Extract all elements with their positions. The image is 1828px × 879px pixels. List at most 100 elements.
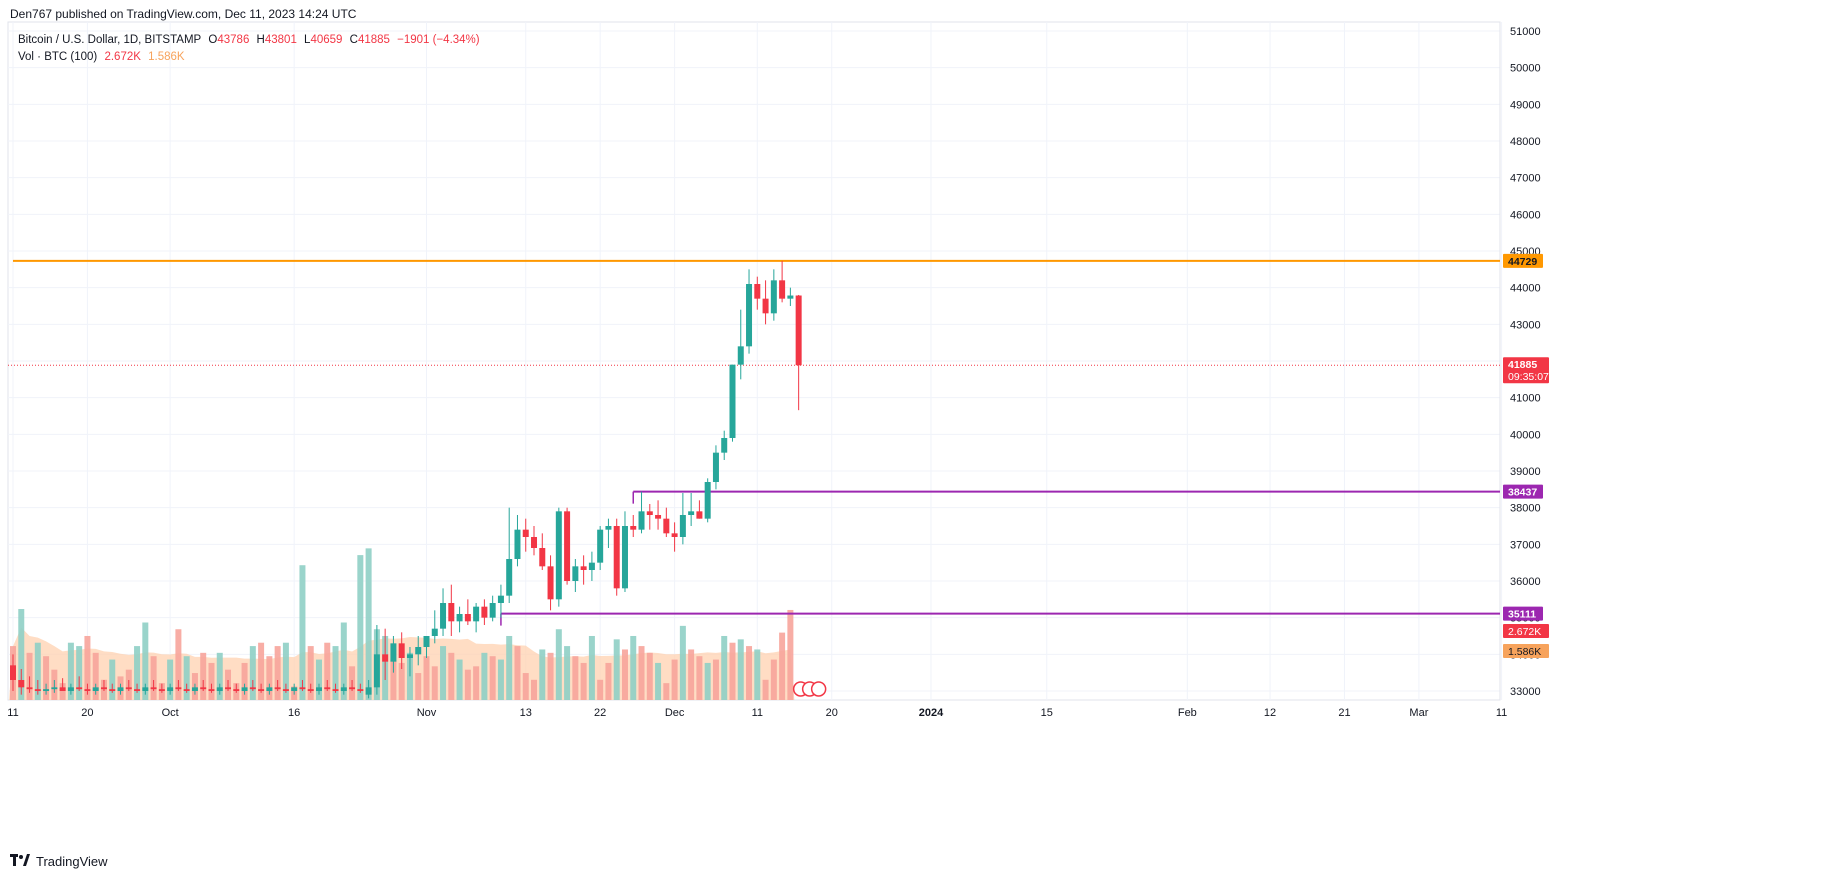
- volume-bar[interactable]: [506, 635, 513, 700]
- volume-bar[interactable]: [357, 555, 364, 700]
- candle-body[interactable]: [76, 687, 83, 690]
- volume-bar[interactable]: [514, 646, 521, 700]
- candle-body[interactable]: [225, 687, 232, 690]
- volume-bar[interactable]: [142, 622, 149, 701]
- volume-bar[interactable]: [431, 666, 438, 700]
- brand-name[interactable]: TradingView: [36, 853, 108, 869]
- volume-bar[interactable]: [754, 649, 761, 700]
- candle-body[interactable]: [373, 654, 380, 688]
- candle-body[interactable]: [233, 689, 240, 691]
- volume-bar[interactable]: [597, 679, 604, 700]
- volume-bar[interactable]: [200, 652, 207, 700]
- volume-bar[interactable]: [605, 662, 612, 700]
- candle-body[interactable]: [456, 614, 463, 622]
- candle-body[interactable]: [481, 606, 488, 618]
- candle-body[interactable]: [109, 689, 116, 691]
- volume-bar[interactable]: [18, 609, 25, 700]
- candle-body[interactable]: [357, 689, 364, 691]
- tradingview-logo-icon[interactable]: [10, 853, 30, 869]
- candle-body[interactable]: [787, 295, 794, 299]
- volume-bar[interactable]: [489, 656, 496, 700]
- candle-body[interactable]: [770, 280, 777, 314]
- volume-bar[interactable]: [34, 642, 41, 700]
- candle-body[interactable]: [134, 689, 141, 691]
- candle-body[interactable]: [117, 687, 124, 691]
- volume-bar[interactable]: [258, 642, 265, 700]
- candle-body[interactable]: [291, 687, 298, 691]
- candle-body[interactable]: [762, 298, 769, 314]
- volume-bar[interactable]: [249, 646, 256, 700]
- candle-body[interactable]: [266, 687, 273, 691]
- candle-body[interactable]: [605, 526, 612, 530]
- candle-body[interactable]: [125, 687, 132, 690]
- volume-bar[interactable]: [522, 673, 529, 700]
- volume-bar[interactable]: [307, 646, 314, 700]
- volume-bar[interactable]: [241, 662, 248, 700]
- candle-body[interactable]: [564, 511, 571, 581]
- volume-bar[interactable]: [274, 646, 281, 700]
- volume-bar[interactable]: [423, 656, 430, 700]
- candle-body[interactable]: [59, 687, 66, 691]
- candle-body[interactable]: [216, 687, 223, 691]
- candle-body[interactable]: [26, 687, 33, 690]
- candle-body[interactable]: [597, 529, 604, 563]
- candle-body[interactable]: [630, 526, 637, 530]
- volume-bar[interactable]: [671, 659, 678, 700]
- candle-body[interactable]: [588, 562, 595, 570]
- candle-body[interactable]: [390, 643, 397, 662]
- volume-bar[interactable]: [456, 659, 463, 700]
- volume-bar[interactable]: [531, 679, 538, 700]
- volume-bar[interactable]: [167, 659, 174, 700]
- volume-bar[interactable]: [787, 609, 794, 700]
- volume-bar[interactable]: [92, 652, 99, 700]
- candle-body[interactable]: [679, 515, 686, 537]
- candle-body[interactable]: [340, 687, 347, 691]
- volume-bar[interactable]: [473, 666, 480, 700]
- candle-body[interactable]: [655, 515, 662, 519]
- candle-body[interactable]: [332, 689, 339, 691]
- volume-bar[interactable]: [638, 646, 645, 700]
- candle-body[interactable]: [572, 566, 579, 581]
- volume-bar[interactable]: [663, 683, 670, 700]
- candle-body[interactable]: [646, 511, 653, 515]
- candle-body[interactable]: [415, 647, 422, 655]
- candle-body[interactable]: [531, 537, 538, 548]
- candle-body[interactable]: [621, 526, 628, 589]
- candle-body[interactable]: [324, 687, 331, 690]
- volume-bar[interactable]: [390, 659, 397, 700]
- candle-body[interactable]: [100, 687, 107, 690]
- candle-body[interactable]: [506, 559, 513, 596]
- symbol-name[interactable]: Bitcoin / U.S. Dollar, 1D, BITSTAMP: [18, 34, 202, 46]
- volume-bar[interactable]: [564, 646, 571, 700]
- candle-body[interactable]: [282, 689, 289, 691]
- candle-body[interactable]: [158, 689, 165, 691]
- candle-body[interactable]: [696, 511, 703, 519]
- candle-body[interactable]: [464, 614, 471, 622]
- candle-body[interactable]: [638, 511, 645, 530]
- candle-body[interactable]: [555, 511, 562, 600]
- volume-bar[interactable]: [365, 548, 372, 700]
- volume-bar[interactable]: [613, 639, 620, 700]
- candle-body[interactable]: [84, 689, 91, 691]
- volume-bar[interactable]: [340, 622, 347, 701]
- volume-bar[interactable]: [621, 649, 628, 700]
- candle-body[interactable]: [365, 687, 372, 695]
- candle-body[interactable]: [249, 687, 256, 690]
- candle-body[interactable]: [712, 452, 719, 482]
- candle-body[interactable]: [779, 280, 786, 299]
- volume-bar[interactable]: [175, 629, 182, 700]
- candle-body[interactable]: [142, 687, 149, 691]
- volume-label[interactable]: Vol · BTC (100): [18, 51, 98, 63]
- candle-body[interactable]: [92, 687, 99, 691]
- volume-bar[interactable]: [208, 662, 215, 700]
- volume-bar[interactable]: [762, 679, 769, 700]
- candle-body[interactable]: [737, 346, 744, 365]
- volume-bar[interactable]: [704, 662, 711, 700]
- volume-bar[interactable]: [406, 652, 413, 700]
- candle-body[interactable]: [18, 680, 25, 688]
- candle-body[interactable]: [721, 438, 728, 453]
- volume-bar[interactable]: [779, 632, 786, 700]
- volume-bar[interactable]: [497, 659, 504, 700]
- volume-bar[interactable]: [59, 683, 66, 700]
